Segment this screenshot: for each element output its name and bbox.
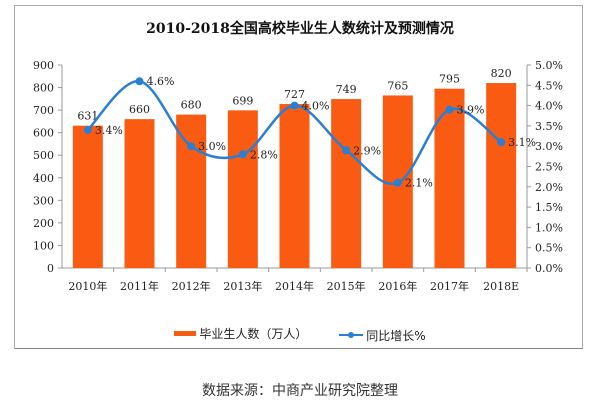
right-tick-label: 2.0% (535, 181, 563, 194)
line-data-label: 3.9% (457, 104, 485, 117)
bar (279, 104, 310, 268)
left-tick-label: 900 (33, 59, 54, 72)
right-tick-label: 1.5% (535, 201, 563, 214)
x-tick-label: 2011年 (120, 279, 159, 293)
x-tick-label: 2012年 (172, 279, 211, 293)
bar-data-label: 820 (491, 67, 512, 80)
bar-data-label: 765 (387, 79, 408, 92)
line-data-label: 4.6% (147, 75, 175, 88)
left-tick-label: 700 (33, 104, 54, 117)
legend: 毕业生人数（万人） 同比增长% (0, 325, 600, 344)
bar-data-label: 660 (129, 103, 150, 116)
line-point (238, 150, 247, 159)
line-data-label: 3.1% (508, 136, 536, 149)
line-data-label: 3.4% (95, 124, 123, 137)
legend-label-line: 同比增长% (366, 328, 426, 343)
bar (331, 99, 362, 268)
right-tick-label: 4.5% (535, 79, 563, 92)
right-tick-label: 5.0% (535, 59, 563, 72)
line-point (445, 105, 454, 114)
line-point (497, 138, 506, 147)
bar (486, 83, 517, 269)
left-tick-label: 200 (33, 217, 54, 230)
bar-data-label: 749 (336, 83, 357, 96)
line-data-label: 2.1% (405, 177, 433, 190)
left-tick-label: 800 (33, 82, 54, 95)
bar (176, 114, 207, 268)
right-tick-label: 4.0% (535, 100, 563, 113)
bar (124, 119, 155, 268)
chart-title: 2010-2018全国高校毕业生人数统计及预测情况 (146, 21, 454, 37)
right-tick-label: 2.5% (535, 161, 563, 174)
legend-swatch-line (339, 332, 364, 338)
legend-item-line: 同比增长% (339, 327, 426, 344)
x-tick-label: 2013年 (223, 279, 262, 293)
line-data-label: 2.9% (353, 144, 381, 157)
x-tick-label: 2016年 (378, 279, 417, 293)
left-tick-label: 0 (47, 262, 54, 275)
x-tick-label: 2015年 (327, 279, 366, 293)
line-data-label: 3.0% (198, 140, 226, 153)
line-point (393, 178, 402, 187)
bar-data-label: 727 (284, 88, 305, 101)
bar (72, 125, 103, 269)
line-point (135, 77, 144, 86)
left-tick-label: 400 (33, 172, 54, 185)
left-tick-label: 600 (33, 127, 54, 140)
x-tick-label: 2010年 (68, 279, 107, 293)
line-point (290, 101, 299, 110)
bar-data-label: 631 (77, 110, 98, 123)
chart-plot: 0 100 200 300 400 500 600 700 800 900 0.0% 0.5% 1.0%… (33, 59, 563, 293)
bar-data-label: 795 (439, 73, 460, 86)
right-tick-label: 0.0% (535, 262, 563, 275)
right-tick-label: 1.0% (535, 221, 563, 234)
bar-data-label: 699 (232, 94, 253, 107)
chart-frame (14, 5, 583, 349)
line-point (342, 146, 351, 155)
line-data-label: 2.8% (250, 148, 278, 161)
legend-label-bar: 毕业生人数（万人） (199, 327, 308, 341)
right-tick-label: 3.0% (535, 140, 563, 153)
right-tick-label: 3.5% (535, 120, 563, 133)
right-tick-label: 0.5% (535, 242, 563, 255)
legend-swatch-bar (174, 331, 197, 336)
x-tick-label: 2017年 (430, 279, 469, 293)
line-point (83, 125, 92, 134)
bar (227, 110, 258, 268)
line-data-label: 4.0% (302, 100, 330, 113)
left-tick-label: 500 (33, 149, 54, 162)
bar-data-label: 680 (181, 99, 202, 112)
x-tick-label: 2014年 (275, 279, 314, 293)
line-point (187, 142, 196, 151)
x-tick-label: 2018E (483, 280, 519, 293)
left-tick-label: 300 (33, 194, 54, 207)
left-tick-label: 100 (33, 239, 54, 252)
legend-item-bar: 毕业生人数（万人） (174, 325, 307, 342)
source-note: 数据来源：中商产业研究院整理 (202, 383, 398, 399)
